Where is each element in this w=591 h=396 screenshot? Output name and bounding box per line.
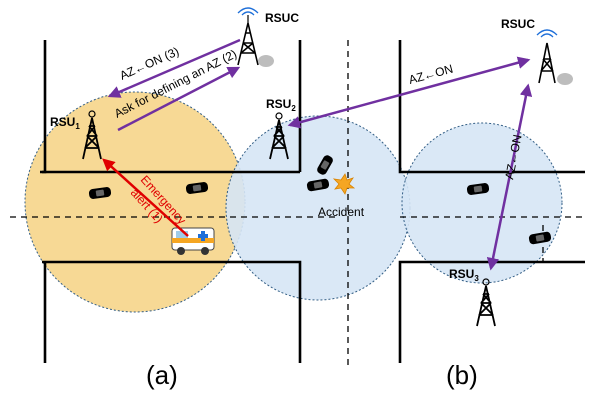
- arrow-az-on-vertical-b: [486, 83, 533, 271]
- ambulance-icon: [171, 227, 215, 255]
- rsu1-label-main: RSU: [50, 115, 75, 129]
- panel-label-a: (a): [146, 360, 178, 390]
- rsuc-label-a: RSUC: [265, 11, 299, 25]
- rsu3-tower-icon: [476, 278, 496, 327]
- arrow-az-on-top-b: [287, 56, 531, 129]
- rsu2-tower-icon: [269, 112, 289, 160]
- car-icon: [466, 183, 490, 195]
- rsu1-tower-icon: [82, 110, 102, 160]
- rsu2-label-main: RSU: [266, 97, 291, 111]
- arrow-az-on-3: [107, 38, 241, 98]
- rsuc-tower-icon-b: [536, 29, 573, 85]
- car-icon: [528, 231, 552, 245]
- rsu3-label-sub: 3: [474, 274, 479, 283]
- panel-label-b: (b): [446, 360, 478, 390]
- explosion-icon: [332, 173, 356, 195]
- rsuc-tower-icon-a: [237, 7, 274, 67]
- rsuc-label-b: RSUC: [501, 17, 535, 31]
- rsu1-label-sub: 1: [75, 122, 80, 131]
- rsu3-coverage-zone: [401, 122, 563, 284]
- car-icon: [88, 187, 112, 199]
- rsu2-label-sub: 2: [291, 104, 296, 113]
- rsu1-label: RSU1: [50, 115, 80, 131]
- arrow-emergency-alert-1: [102, 158, 189, 237]
- rsu3-label-main: RSU: [449, 267, 474, 281]
- accident-label: Accident: [318, 205, 365, 219]
- arrow-ask-define-az-2: [117, 66, 241, 132]
- car-icon: [185, 182, 209, 194]
- rsu3-label: RSU3: [449, 267, 479, 283]
- rsu2-label: RSU2: [266, 97, 296, 113]
- accident-cars-icon: [306, 155, 356, 195]
